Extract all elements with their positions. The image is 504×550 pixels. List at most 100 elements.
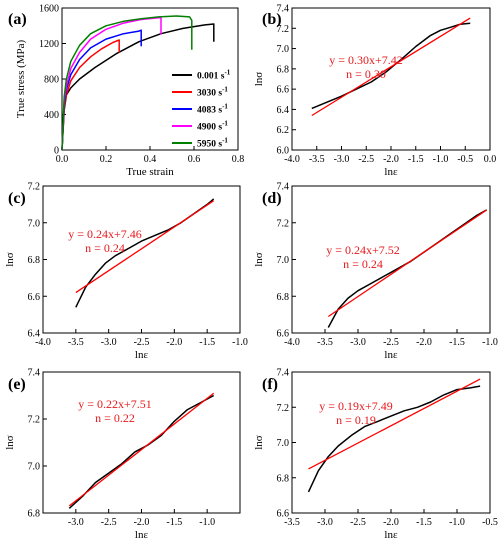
fit-line (327, 209, 488, 318)
x-tick-label: 0.0 (56, 154, 69, 165)
x-tick-label: -3.0 (334, 154, 350, 165)
fit-line (68, 392, 215, 507)
panel-b: -4.0 -3.5 -3.0 -2.5 -2.0 -1.5 -1.0 -0.5 0.0 6.0 6.… (253, 4, 496, 179)
x-tick-label: -2.0 (383, 517, 399, 528)
x-tick-label: -1.0 (433, 154, 449, 165)
x-tick-label: -1.0 (449, 517, 465, 528)
x-tick-label: 0.6 (188, 154, 201, 165)
y-axis-label: lnσ (253, 252, 265, 267)
x-tick-label: -3.5 (317, 337, 333, 348)
fit-exponent: n = 0.24 (343, 257, 383, 271)
x-tick-label: 0.0 (484, 154, 497, 165)
y-tick-label: 6.8 (277, 473, 290, 484)
x-tick-label: -2.5 (101, 517, 117, 528)
y-axis-label: lnσ (4, 435, 16, 450)
y-tick-label: 6.8 (28, 255, 41, 266)
y-tick-label: 6.8 (277, 292, 290, 303)
y-tick-label: 6.6 (277, 329, 290, 340)
x-tick-label: -2.0 (383, 154, 399, 165)
y-axis-label: lnσ (253, 72, 265, 87)
y-tick-label: 6.8 (277, 64, 290, 75)
y-tick-label: 6.6 (277, 509, 290, 520)
y-axis-label: lnσ (4, 252, 16, 267)
panel-label: (b) (262, 11, 282, 28)
x-tick-label: -3.5 (68, 337, 84, 348)
x-tick-label: -2.0 (134, 517, 150, 528)
legend-label: 4900 s-1 (197, 120, 228, 133)
x-tick-label: -2.5 (350, 517, 366, 528)
series-line-5 (61, 15, 193, 151)
fit-line (311, 17, 471, 117)
panel-d: -4.0 -3.5 -3.0 -2.5 -2.0 -1.5 -1.0 6.6 6.8 7.0 7.2… (253, 182, 498, 362)
y-tick-label: 7.2 (28, 182, 41, 193)
data-curve (307, 385, 481, 493)
x-tick-label: -1.5 (449, 337, 465, 348)
plot-frame (291, 371, 491, 514)
panel-label: (c) (8, 190, 26, 207)
fit-equation: y = 0.24x+7.46 (68, 227, 142, 241)
fit-exponent: n = 0.19 (336, 413, 376, 427)
x-tick-label: -4.0 (284, 337, 300, 348)
x-tick-label: -0.5 (457, 154, 473, 165)
x-tick-label: -1.0 (199, 517, 215, 528)
x-tick-label: -3.0 (101, 337, 117, 348)
plot-frame (42, 185, 241, 334)
legend-label: 0.001 s-1 (197, 69, 231, 82)
x-tick-label: -0.5 (482, 517, 498, 528)
panel-e: -3.0 -2.5 -2.0 -1.5 -1.0 6.8 7.0 7.2 7.4 lnε lnσ (e… (4, 368, 241, 541)
x-tick-label: -2.0 (416, 337, 432, 348)
y-tick-label: 6.0 (277, 146, 290, 157)
y-tick-label: 400 (44, 110, 59, 121)
x-tick-label: -3.0 (350, 337, 366, 348)
y-tick-label: 6.4 (277, 105, 290, 116)
panel-label: (e) (8, 376, 26, 393)
x-tick-label: -4.0 (284, 154, 300, 165)
x-axis-label: lnε (384, 529, 398, 541)
x-axis-label: lnε (384, 166, 398, 178)
fit-line (75, 200, 215, 294)
y-tick-label: 7.0 (28, 462, 41, 473)
x-tick-label: 0.2 (100, 154, 113, 165)
y-tick-label: 7.2 (277, 218, 290, 229)
y-tick-label: 1200 (39, 39, 59, 50)
x-axis-label: lnε (135, 349, 149, 361)
y-tick-label: 7.2 (277, 403, 290, 414)
data-curve (311, 22, 471, 110)
series-line-1 (61, 23, 215, 151)
fit-exponent: n = 0.22 (95, 411, 135, 425)
y-tick-label: 7.0 (28, 218, 41, 229)
panel-a: 0.0 0.2 0.4 0.6 0.8 0 400 800 1200 1600 True strai… (8, 4, 244, 179)
y-tick-label: 6.2 (277, 125, 290, 136)
x-tick-label: -1.5 (416, 517, 432, 528)
x-tick-label: -3.5 (284, 517, 300, 528)
y-tick-label: 7.4 (277, 182, 290, 193)
y-tick-label: 7.2 (28, 415, 41, 426)
x-tick-label: -2.5 (358, 154, 374, 165)
y-tick-label: 800 (44, 75, 59, 86)
x-axis-label: True strain (126, 166, 174, 178)
y-tick-label: 7.4 (277, 4, 290, 15)
legend: 0.001 s-1 3030 s-1 4083 s-1 4900 s-1 5950 s-… (172, 69, 231, 150)
x-tick-label: -2.5 (383, 337, 399, 348)
y-axis-label: lnσ (253, 435, 265, 450)
plot-frame (42, 371, 241, 514)
fit-equation: y = 0.22x+7.51 (78, 397, 152, 411)
x-axis-label: lnε (384, 349, 398, 361)
y-tick-label: 6.6 (277, 85, 290, 96)
x-tick-label: -1.0 (482, 337, 498, 348)
y-tick-label: 7.0 (277, 255, 290, 266)
x-tick-label: -1.0 (232, 337, 248, 348)
x-tick-label: -3.5 (309, 154, 325, 165)
x-tick-label: -1.5 (408, 154, 424, 165)
plot-frame (291, 185, 491, 334)
panel-label: (a) (8, 11, 27, 28)
x-tick-label: -1.5 (199, 337, 215, 348)
panel-label: (d) (262, 190, 282, 207)
legend-label: 3030 s-1 (197, 86, 228, 99)
fit-equation: y = 0.19x+7.49 (319, 399, 393, 413)
legend-label: 4083 s-1 (197, 103, 228, 116)
x-tick-label: -2.5 (134, 337, 150, 348)
panel-f: -3.5 -3.0 -2.5 -2.0 -1.5 -1.0 -0.5 6.6 6.8 7.0 7.2… (253, 368, 498, 542)
x-tick-label: -3.0 (317, 517, 333, 528)
